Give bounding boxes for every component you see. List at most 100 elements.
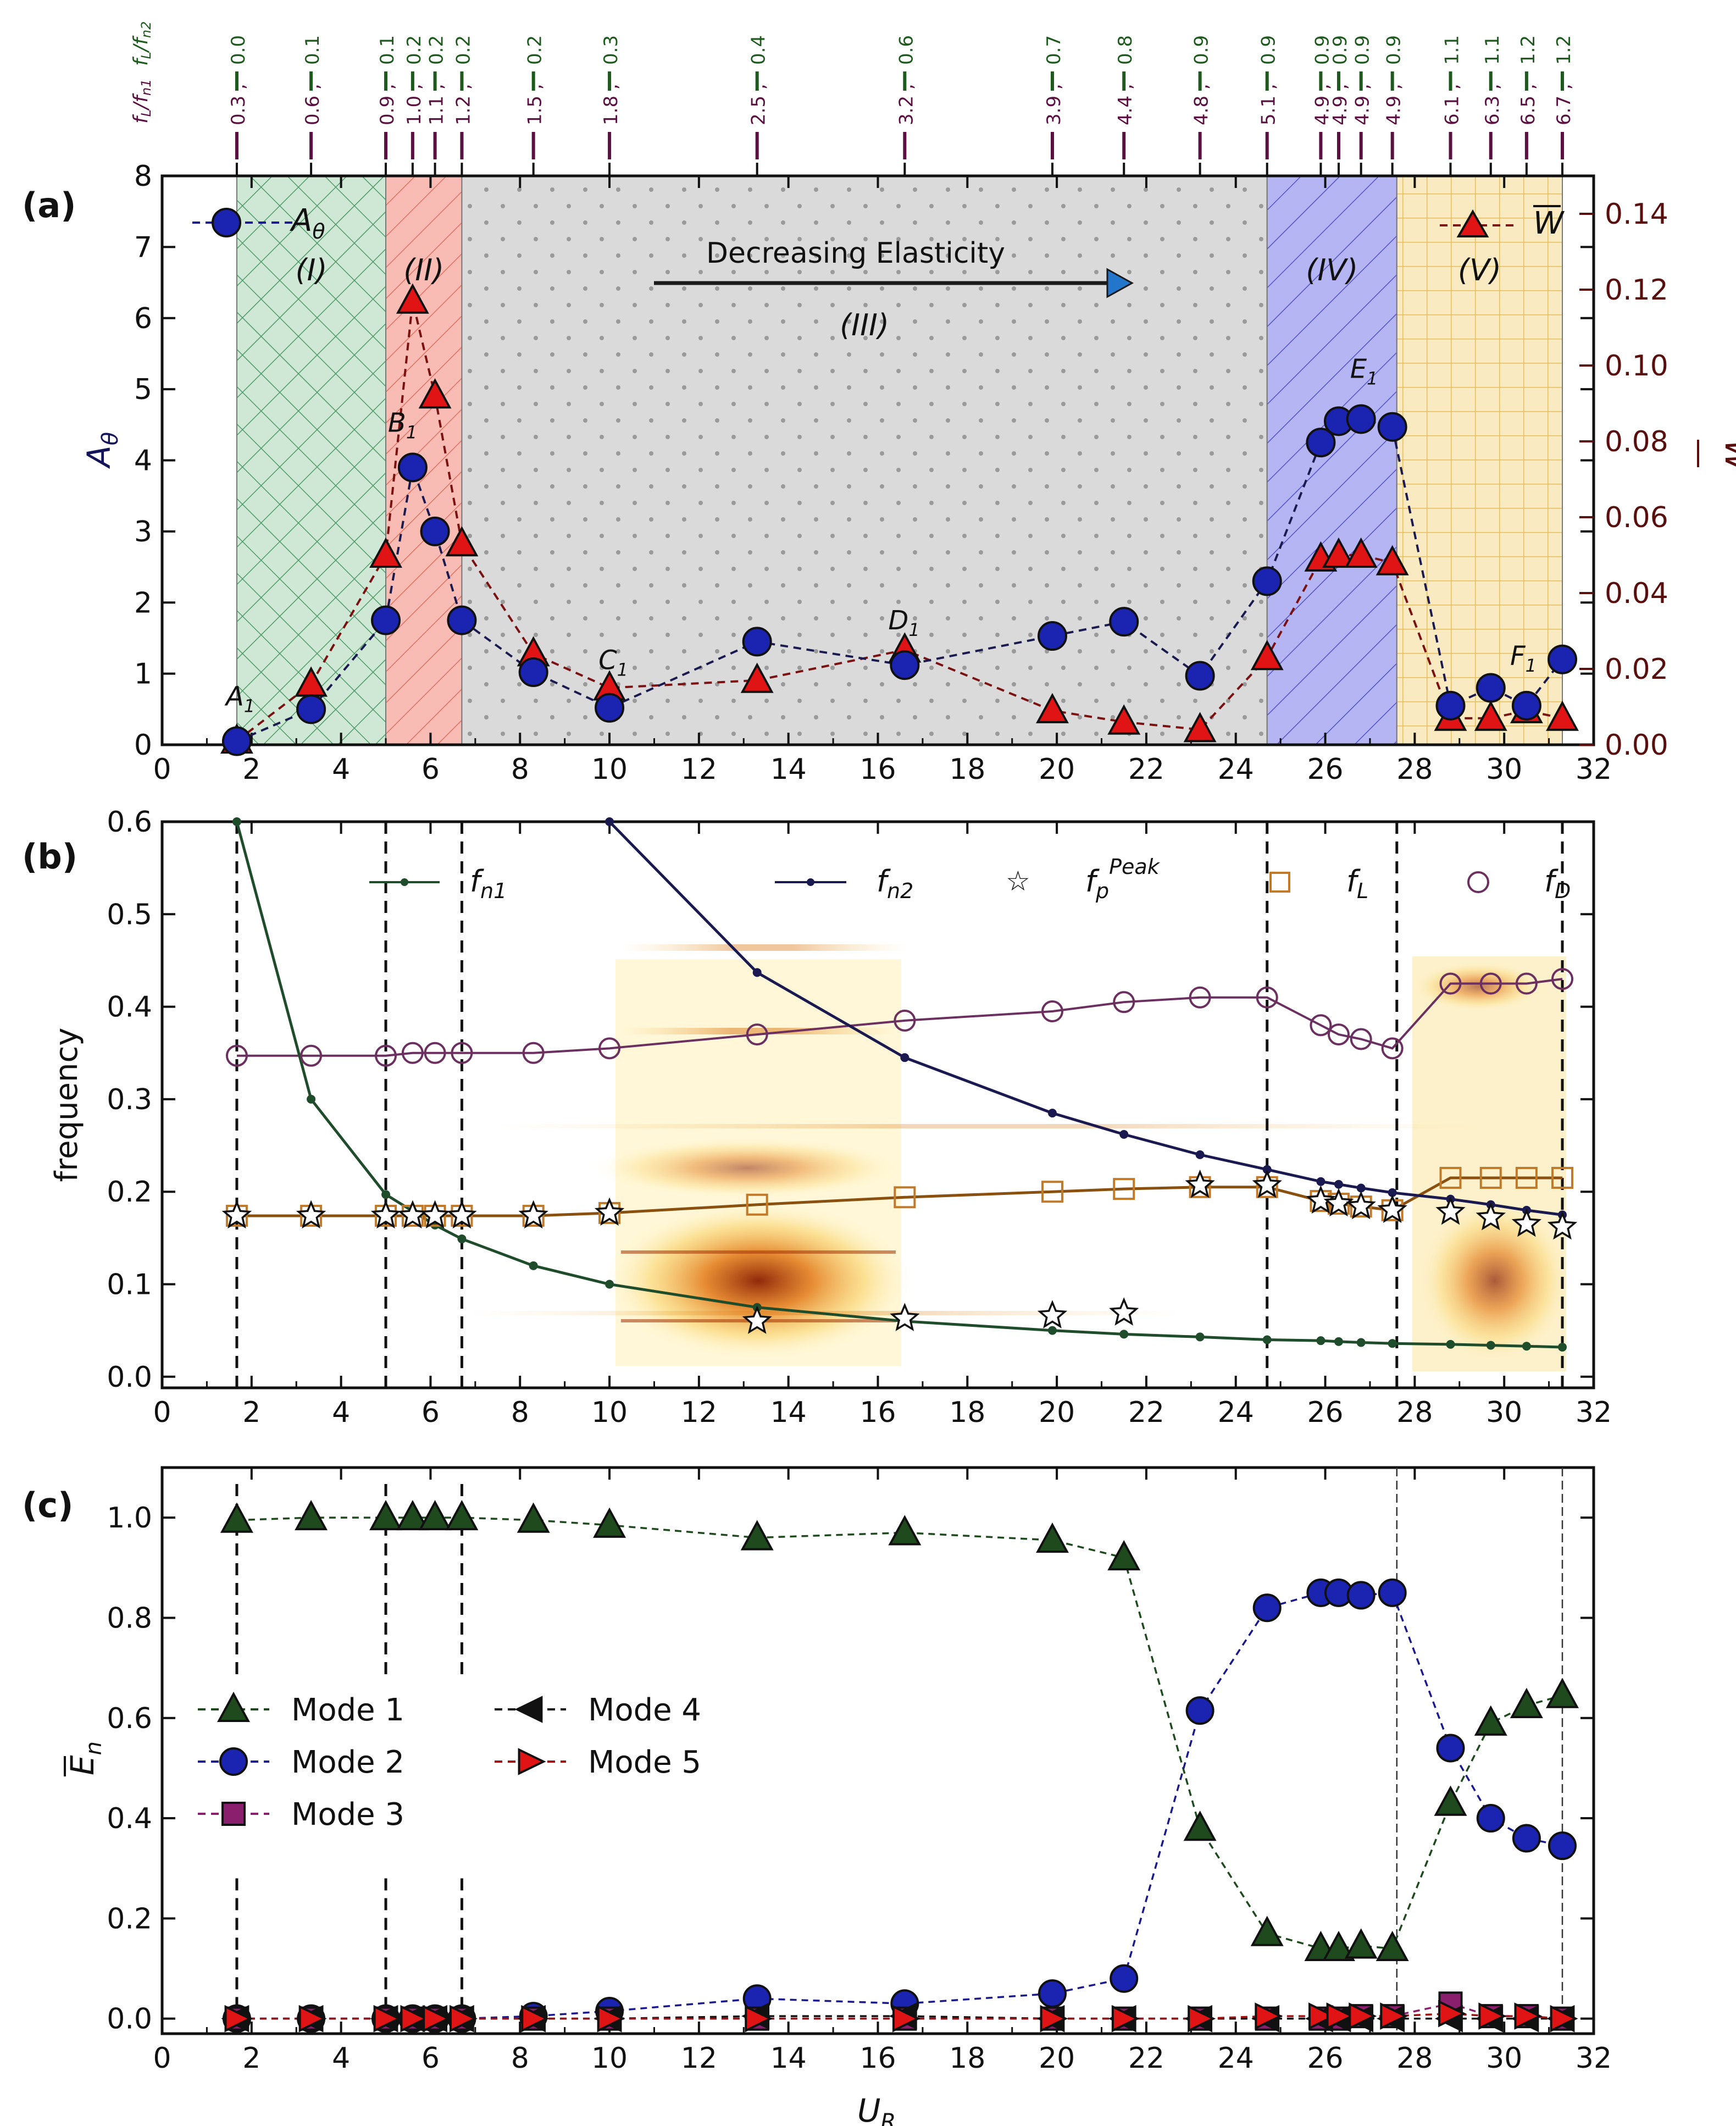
fn2-point	[752, 968, 762, 977]
fp-peak-point	[1037, 1300, 1068, 1328]
atheta-point	[1185, 661, 1215, 691]
x-axis-label-ur: UR	[857, 2092, 896, 2126]
b-x-tick-label: 14	[770, 1396, 807, 1429]
b-x-tick-label: 16	[859, 1396, 896, 1429]
mode-5-point	[892, 2005, 920, 2033]
a-x-tick-label: 28	[1396, 753, 1433, 786]
a-x-tick-label: 32	[1576, 753, 1612, 786]
point-label: D1	[888, 605, 919, 640]
a-y-tick-label: 6	[134, 302, 152, 335]
c-x-tick-label: 8	[511, 2042, 529, 2075]
fn1-line	[235, 821, 1563, 1349]
w-point	[740, 662, 774, 693]
fp-peak-point	[742, 1305, 772, 1334]
region-label: (IV)	[1306, 253, 1358, 287]
w-point	[1546, 700, 1579, 731]
mode-5-point	[1040, 2005, 1068, 2033]
c-x-tick-label: 18	[949, 2042, 985, 2075]
top-axis-tick-label-fn1: 3.9 ,	[1043, 84, 1065, 125]
y-axis-label-right: W	[1718, 440, 1736, 473]
mode-2-point	[1476, 1804, 1505, 1833]
a-y-right-tick-label: 0.04	[1605, 577, 1668, 610]
top-axis-tick-label-fn2: 0.9	[1352, 35, 1374, 65]
a-x-tick-label: 14	[770, 753, 807, 786]
a-y-right-tick-label: 0.00	[1605, 729, 1668, 762]
fd-point	[300, 1044, 323, 1067]
fp-peak-point	[221, 1200, 252, 1229]
b-x-tick-label: 24	[1218, 1396, 1254, 1429]
fn2-point	[1195, 1150, 1205, 1159]
fd-point	[1515, 972, 1538, 995]
b-x-tick-label: 20	[1039, 1396, 1075, 1429]
legend-mode-1-text: Mode 1	[291, 1692, 404, 1728]
mode-1-point	[295, 1499, 328, 1531]
b-x-tick-label: 32	[1576, 1396, 1612, 1429]
spectrogram-background	[467, 944, 1572, 1371]
b-x-tick-label: 28	[1396, 1396, 1433, 1429]
w-point	[396, 283, 429, 314]
panel-a-series	[220, 283, 1579, 756]
c-x-tick-label: 2	[242, 2042, 260, 2075]
fd-point	[401, 1042, 424, 1064]
heat-core-main	[604, 1201, 912, 1360]
top-axis-tick-label-fn1: 3.2 ,	[895, 84, 917, 125]
a-y-right-tick-label: 0.14	[1605, 198, 1668, 231]
top-axis-tick-label-fn2: 0.9	[1383, 35, 1405, 65]
mode-5-point	[224, 2005, 253, 2033]
fn1-point	[1486, 1341, 1495, 1350]
panel-b-series	[221, 817, 1578, 1352]
a-y-tick-label: 3	[134, 516, 152, 549]
fn2-point	[1262, 1165, 1272, 1174]
c-y-tick-label: 1.0	[107, 1502, 152, 1535]
a-y-tick-label: 1	[134, 658, 152, 691]
mode-5-point	[597, 2005, 625, 2033]
panel-c-legend: Mode 1 Mode 2 Mode 3 Mode 4 Mode 5	[198, 1691, 701, 1832]
c-y-tick-label: 0.6	[107, 1702, 152, 1735]
fn1-point	[529, 1261, 538, 1270]
panel-a-annotations: (a) Decreasing Elasticity Aθ W Aθ W A1 B1…	[22, 185, 1736, 717]
mode-5-point	[373, 2005, 402, 2033]
mode-2-point	[1512, 1824, 1541, 1853]
b-y-tick-label: 0.2	[107, 1176, 152, 1209]
top-axis-tick-label-fn2: 0.3	[600, 35, 622, 65]
fn1-point	[1522, 1342, 1531, 1351]
elasticity-arrowhead	[1106, 268, 1134, 298]
c-x-tick-label: 16	[859, 2042, 896, 2075]
b-x-tick-label: 8	[511, 1396, 529, 1429]
a-y-right-tick-label: 0.08	[1605, 425, 1668, 458]
w-point	[1107, 704, 1141, 735]
top-axis-tick-label-fn1: 0.3 ,	[228, 84, 249, 125]
c-y-tick-label: 0.2	[107, 1902, 152, 1935]
c-x-tick-label: 26	[1307, 2042, 1343, 2075]
fd-point	[451, 1042, 473, 1064]
top-axis-tick-label-fn1: 2.5 ,	[748, 84, 770, 125]
fp-peak-point	[447, 1200, 477, 1229]
atheta-line	[236, 418, 1563, 743]
fn2-point	[1388, 1188, 1397, 1197]
c-y-tick-label: 0.8	[107, 1602, 152, 1635]
mode-5-point	[1478, 2002, 1507, 2030]
fp-peak-point	[1476, 1202, 1506, 1231]
mode-5-point	[1438, 2000, 1467, 2028]
top-axis-tick-label-fn2: 0.0	[228, 35, 249, 65]
region-label: (III)	[840, 308, 889, 342]
fn2-point	[900, 1053, 909, 1062]
fp-peak-point	[1185, 1169, 1215, 1198]
b-x-tick-label: 22	[1128, 1396, 1164, 1429]
b-x-tick-label: 4	[332, 1396, 350, 1429]
fl-point	[746, 1193, 768, 1216]
mode-1-point	[517, 1502, 550, 1533]
top-axis-tick-label-fn2: 0.2	[524, 35, 546, 65]
panel-c: 0 2 4 6 8 10 12 14 16 18 20 22 24 26 28 30 320.00.20.40.…	[22, 1466, 1612, 2126]
fl-point	[1113, 1178, 1135, 1200]
fp-peak-point	[1377, 1194, 1407, 1223]
mode-5-point	[450, 2005, 478, 2033]
a-y-right-tick-label: 0.12	[1605, 274, 1668, 307]
mode-1-point	[593, 1507, 626, 1538]
top-axis-tick-label-fn2: 0.9	[1191, 35, 1213, 65]
legend-mode-1-marker	[217, 1691, 250, 1722]
fn1-point	[605, 1280, 614, 1289]
fd-point	[894, 1009, 916, 1032]
fd-point	[225, 1044, 248, 1067]
fp-peak-point	[1323, 1188, 1354, 1217]
